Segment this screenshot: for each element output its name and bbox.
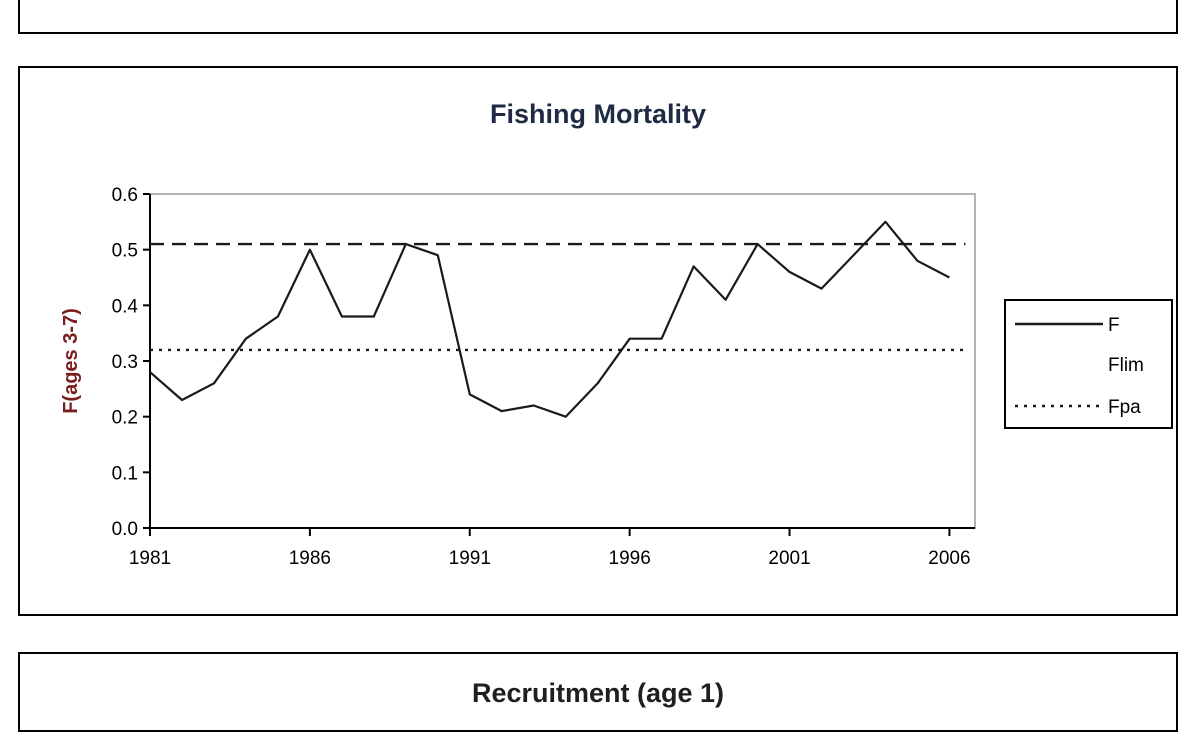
x-tick-label: 1996	[609, 548, 651, 569]
y-tick-label: 0.3	[112, 352, 138, 373]
y-tick-label: 0.4	[112, 296, 139, 317]
y-tick-label: 0.2	[112, 408, 138, 429]
x-tick-label: 1991	[449, 548, 491, 569]
top-chart-panel	[18, 0, 1178, 34]
legend-label-f: F	[1108, 315, 1120, 336]
x-tick-label: 1981	[129, 548, 171, 569]
y-tick-label: 0.5	[112, 241, 138, 262]
fishing-mortality-chart: Fishing Mortality 0.0 0.1 0.2 0.3 0.4 0.5 0.6 19…	[60, 99, 1173, 569]
legend-label-flim: Flim	[1108, 355, 1144, 376]
legend-label-fpa: Fpa	[1108, 397, 1141, 418]
fishing-mortality-panel: Fishing Mortality 0.0 0.1 0.2 0.3 0.4 0.5 0.6 19…	[18, 66, 1178, 616]
y-tick-label: 0.1	[112, 463, 138, 484]
x-tick-label: 2006	[928, 548, 970, 569]
x-tick-label: 1986	[289, 548, 331, 569]
x-tick-label: 2001	[768, 548, 810, 569]
y-tick-label: 0.6	[112, 185, 138, 206]
recruitment-title: Recruitment (age 1)	[471, 678, 725, 708]
chart-title: Fishing Mortality	[490, 99, 706, 129]
y-axis-label: F(ages 3-7)	[60, 308, 82, 414]
recruitment-panel: Recruitment (age 1)	[18, 652, 1178, 732]
y-tick-label: 0.0	[112, 519, 138, 540]
legend-box	[1004, 299, 1173, 429]
series-line-f	[149, 220, 950, 418]
